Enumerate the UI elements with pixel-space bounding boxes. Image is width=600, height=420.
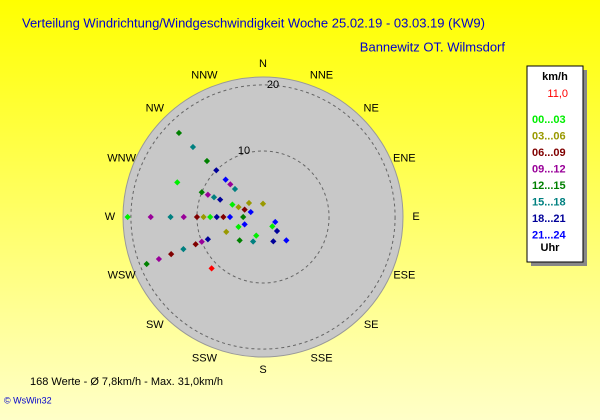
direction-label: E [412, 211, 419, 223]
data-point [198, 189, 205, 196]
data-point [180, 213, 187, 221]
r-tick-label: 20 [267, 79, 279, 91]
data-point [223, 228, 230, 235]
direction-label: ENE [393, 152, 416, 164]
direction-label: S [259, 364, 266, 376]
data-point [235, 223, 242, 231]
r-tick-label: 10 [238, 145, 250, 157]
legend-label: 03...06 [532, 130, 566, 142]
direction-label: NW [146, 103, 165, 115]
data-point [227, 181, 234, 188]
legend-label: 18...21 [532, 213, 566, 225]
data-point [231, 185, 239, 193]
legend-label: 00...03 [532, 114, 566, 126]
legend-title: km/h [542, 71, 568, 83]
data-point [124, 213, 131, 221]
direction-label: SSE [311, 352, 333, 364]
legend-label: 21...24 [532, 229, 567, 241]
direction-label: NE [364, 103, 379, 115]
direction-label: NNE [310, 70, 333, 82]
direction-label: NNW [191, 70, 218, 82]
data-point [226, 213, 234, 221]
direction-label: ESE [393, 269, 415, 281]
data-point [189, 143, 197, 151]
data-point [241, 206, 248, 213]
data-point [203, 157, 211, 165]
data-point [207, 213, 214, 221]
legend-footer: Uhr [541, 242, 561, 254]
direction-label: WNW [107, 152, 136, 164]
legend-label: 06...09 [532, 147, 566, 159]
data-point [213, 167, 220, 174]
direction-label: WSW [108, 269, 137, 281]
direction-label: SE [364, 319, 379, 331]
grid-circle [130, 84, 396, 350]
legend-label: 15...18 [532, 196, 566, 208]
data-point [204, 191, 212, 198]
current-value: 11,0 [547, 88, 568, 100]
legend-box [526, 65, 584, 263]
grid-circle [196, 150, 330, 284]
chart-title: Verteilung Windrichtung/Windgeschwindigk… [22, 15, 485, 30]
direction-label: N [259, 58, 267, 70]
data-point [143, 260, 150, 268]
data-point [200, 213, 207, 221]
chart-subtitle: Bannewitz OT. Wilmsdorf [360, 39, 506, 54]
direction-label: SW [146, 319, 164, 331]
legend-label: 09...12 [532, 163, 566, 175]
data-point [192, 241, 199, 248]
data-point [217, 196, 224, 203]
footer: 168 Werte - Ø 7,8km/h - Max. 31,0km/h [30, 376, 223, 388]
data-point [168, 250, 175, 258]
copyright: © WsWin32 [4, 395, 52, 405]
direction-label: SSW [192, 352, 218, 364]
data-point [245, 199, 253, 207]
data-point [198, 238, 205, 245]
data-point [241, 221, 248, 228]
data-point [236, 237, 243, 244]
data-point [193, 213, 201, 221]
data-point [204, 236, 212, 243]
data-point [253, 232, 260, 239]
legend-label: 12...15 [532, 180, 566, 192]
data-point [240, 213, 247, 221]
data-point [222, 176, 229, 183]
polar-area [122, 76, 404, 358]
direction-label: W [105, 211, 116, 223]
data-point [167, 213, 174, 221]
data-point [175, 129, 183, 137]
